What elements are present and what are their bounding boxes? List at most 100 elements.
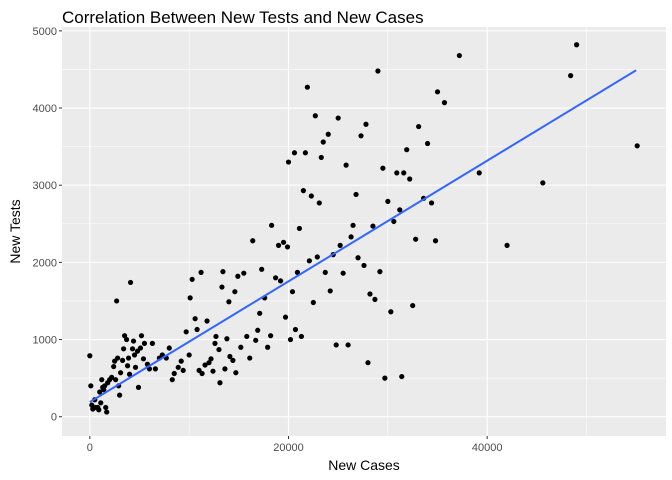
data-point	[285, 159, 292, 165]
data-point	[216, 346, 222, 353]
data-point	[300, 188, 307, 194]
data-point	[138, 333, 145, 339]
data-point	[192, 316, 198, 322]
data-point	[206, 360, 212, 366]
data-point	[348, 234, 354, 240]
data-point	[310, 299, 316, 306]
x-axis-ticks: 0 20000 40000	[87, 436, 502, 454]
data-point	[394, 170, 400, 176]
data-point	[413, 236, 419, 242]
data-point	[353, 191, 359, 198]
data-point	[355, 255, 361, 261]
data-point	[213, 333, 219, 340]
y-tick-label: 1000	[33, 335, 57, 347]
data-point	[388, 309, 394, 315]
data-point	[220, 269, 226, 275]
y-tick-label: 2000	[33, 257, 57, 269]
data-point	[318, 154, 324, 161]
data-point	[377, 269, 383, 275]
data-point	[287, 336, 294, 343]
data-point	[171, 370, 177, 377]
data-point	[169, 377, 175, 383]
data-point	[416, 123, 422, 130]
data-point	[316, 200, 322, 206]
y-tick-label: 3000	[33, 180, 57, 192]
data-point	[372, 296, 378, 303]
y-axis-ticks: 0 1000 2000 3000 4000 5000	[33, 26, 62, 424]
x-tick-label: 20000	[273, 442, 304, 454]
data-point	[123, 336, 130, 343]
data-point	[404, 147, 410, 153]
data-point	[456, 52, 462, 59]
data-point	[298, 333, 305, 340]
data-point	[247, 355, 253, 361]
data-point	[120, 346, 127, 352]
data-point	[345, 342, 351, 348]
minor-gridlines	[62, 27, 666, 436]
data-point	[199, 370, 205, 377]
data-point	[183, 329, 189, 335]
x-axis-title: New Cases	[328, 457, 400, 473]
data-point	[118, 370, 124, 376]
data-point	[540, 180, 546, 186]
data-point	[129, 346, 136, 352]
data-point	[363, 121, 369, 127]
data-point	[244, 333, 250, 340]
data-point	[227, 353, 233, 360]
data-point	[97, 389, 103, 395]
data-point	[194, 326, 200, 333]
data-point	[385, 198, 391, 205]
data-point	[268, 333, 274, 339]
data-point	[308, 193, 314, 199]
data-point	[198, 269, 204, 275]
data-point	[117, 392, 123, 398]
data-point	[397, 207, 403, 213]
data-point	[365, 360, 371, 366]
data-point	[103, 404, 109, 411]
data-point	[333, 342, 339, 348]
data-point	[241, 270, 247, 276]
data-point	[87, 353, 93, 359]
x-tick-label: 0	[87, 442, 93, 454]
data-point	[180, 367, 186, 374]
data-point	[99, 377, 105, 383]
data-point	[306, 258, 312, 264]
data-point	[212, 340, 218, 346]
data-point	[361, 262, 367, 269]
data-point	[302, 150, 308, 156]
data-point	[115, 355, 121, 361]
data-point	[380, 165, 386, 171]
data-point	[257, 310, 263, 316]
data-point	[208, 356, 214, 362]
data-point	[428, 200, 435, 206]
data-point	[432, 238, 439, 244]
data-point	[210, 368, 216, 374]
data-point	[294, 269, 301, 275]
data-point	[135, 384, 142, 390]
data-point	[284, 244, 291, 250]
y-tick-label: 0	[51, 412, 57, 424]
data-point	[175, 364, 181, 370]
data-point	[137, 345, 144, 351]
data-point	[259, 266, 265, 272]
data-point	[370, 223, 376, 229]
data-point	[113, 377, 119, 383]
chart-title: Correlation Between New Tests and New Ca…	[62, 8, 424, 27]
data-point	[335, 115, 341, 121]
data-point	[320, 139, 326, 145]
data-point	[125, 355, 132, 361]
data-point	[127, 279, 134, 286]
data-point	[327, 288, 333, 294]
data-point	[250, 238, 256, 244]
data-point	[140, 356, 147, 362]
data-point	[235, 273, 241, 279]
plot-panel	[62, 27, 666, 436]
data-point	[410, 302, 416, 309]
data-point	[253, 337, 259, 343]
data-point	[126, 371, 133, 377]
data-point	[634, 143, 640, 149]
data-point	[289, 289, 296, 295]
data-point	[255, 327, 261, 333]
data-point	[504, 242, 510, 248]
